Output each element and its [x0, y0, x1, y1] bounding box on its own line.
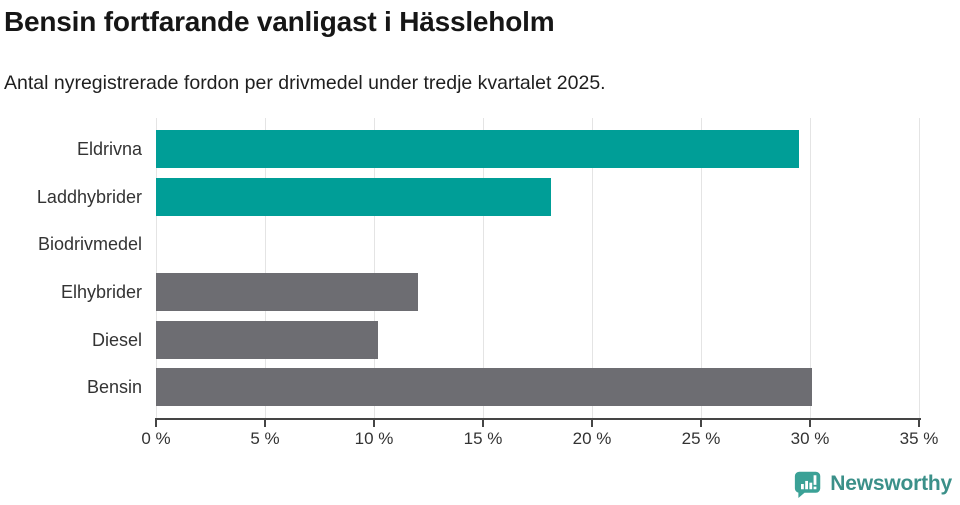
x-tick-5	[264, 420, 266, 427]
category-label-eldrivna: Eldrivna	[76, 139, 142, 159]
x-tick-label-30: 30 %	[790, 429, 830, 448]
x-tick-15	[482, 420, 484, 427]
gridline-0	[156, 118, 157, 418]
category-label-elhybrider: Elhybrider	[60, 281, 142, 302]
gridline-20	[592, 118, 593, 418]
brand-logo[interactable]: Newsworthy	[794, 470, 952, 498]
bar-diesel	[156, 320, 379, 359]
bar-laddhybrider	[156, 177, 551, 216]
x-tick-label-25: 25 %	[681, 429, 721, 448]
gridline-25	[701, 118, 702, 418]
x-tick-35	[918, 420, 920, 427]
bar-eldrivna	[156, 130, 800, 168]
bar-bensin	[156, 368, 813, 407]
category-label-biodrivmedel: Biodrivmedel	[37, 234, 142, 255]
gridline-30	[810, 118, 811, 418]
category-label-bensin: Bensin	[86, 377, 142, 398]
category-label-diesel: Diesel	[91, 329, 142, 350]
x-tick-20	[591, 420, 593, 427]
x-tick-0	[155, 420, 157, 427]
x-tick-label-20: 20 %	[572, 429, 612, 448]
gridline-35	[919, 118, 920, 418]
bar-elhybrider	[156, 272, 418, 311]
gridline-10	[374, 118, 375, 418]
newsworthy-logo-icon	[795, 471, 821, 498]
category-label-laddhybrider: Laddhybrider	[36, 186, 142, 207]
gridline-15	[483, 118, 484, 418]
x-axis-line	[155, 418, 921, 420]
x-tick-30	[809, 420, 811, 427]
x-tick-label-10: 10 %	[354, 429, 394, 448]
chart-title: Bensin fortfarande vanligast i Hässlehol…	[4, 6, 555, 37]
x-tick-label-5: 5 %	[250, 429, 280, 448]
x-tick-10	[373, 420, 375, 427]
x-tick-label-35: 35 %	[899, 429, 939, 448]
brand-name: Newsworthy	[830, 472, 952, 495]
x-tick-label-0: 0 %	[141, 429, 171, 448]
x-tick-label-15: 15 %	[463, 429, 503, 448]
gridline-5	[265, 118, 266, 418]
x-tick-25	[700, 420, 702, 427]
chart-subtitle: Antal nyregistrerade fordon per drivmede…	[4, 72, 606, 94]
